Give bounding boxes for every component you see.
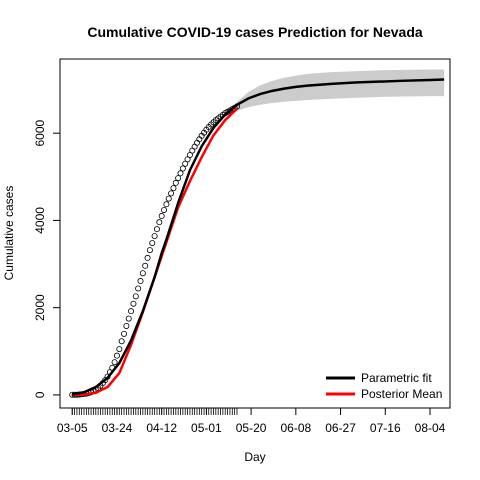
observed-point — [111, 359, 118, 366]
x-axis-label: Day — [244, 450, 265, 464]
observed-point — [165, 195, 172, 202]
observed-point — [125, 315, 132, 322]
observed-point — [177, 170, 184, 177]
chart-title: Cumulative COVID-19 cases Prediction for… — [87, 24, 423, 40]
observed-point — [170, 185, 177, 192]
series-line-posterior-mean — [72, 107, 238, 397]
observed-point — [113, 352, 120, 359]
x-tick-label: 08-04 — [415, 421, 446, 435]
x-tick-label: 03-24 — [102, 421, 133, 435]
observed-point — [189, 147, 196, 154]
observed-point — [168, 190, 175, 197]
observed-point — [135, 285, 142, 292]
observed-point — [156, 219, 163, 226]
y-tick-label: 2000 — [33, 294, 47, 321]
observed-point — [144, 254, 151, 261]
x-tick-label: 04-12 — [146, 421, 177, 435]
y-axis-label: Cumulative cases — [2, 186, 16, 281]
observed-point — [116, 346, 123, 353]
observed-point — [128, 308, 135, 315]
x-tick-label: 05-20 — [236, 421, 267, 435]
observed-point — [123, 322, 130, 329]
plot-frame — [59, 58, 451, 409]
observed-point — [191, 143, 198, 150]
x-tick-label: 03-05 — [57, 421, 88, 435]
legend-label: Posterior Mean — [361, 387, 442, 401]
x-tick-label: 06-08 — [280, 421, 311, 435]
observed-point — [139, 270, 146, 277]
observed-point — [149, 240, 156, 247]
y-tick-label: 0 — [33, 391, 47, 398]
x-tick-label: 07-16 — [370, 421, 401, 435]
observed-point — [163, 201, 170, 208]
observed-point — [137, 278, 144, 285]
legend-label: Parametric fit — [361, 371, 432, 385]
observed-point — [153, 226, 160, 233]
observed-point — [161, 206, 168, 213]
legend: Parametric fit Posterior Mean — [326, 371, 442, 401]
series-line-parametric-fit — [72, 78, 445, 396]
plot-area — [69, 69, 445, 398]
observed-point — [132, 293, 139, 300]
observed-point — [146, 247, 153, 254]
observed-point — [121, 330, 128, 337]
observed-points — [69, 103, 240, 398]
observed-point — [175, 175, 182, 182]
observed-point — [130, 300, 137, 307]
x-tick-label: 06-27 — [325, 421, 356, 435]
observed-point — [158, 213, 165, 220]
y-tick-label: 6000 — [33, 119, 47, 146]
observed-point — [142, 262, 149, 269]
observed-point — [172, 179, 179, 186]
x-tick-label: 05-01 — [191, 421, 222, 435]
observed-point — [118, 338, 125, 345]
observed-point — [179, 165, 186, 172]
axes: 03-05 03-24 04-12 05-01 05-20 06-08 06-27 07-16… — [33, 119, 446, 435]
y-tick-label: 4000 — [33, 207, 47, 234]
observed-point — [151, 233, 158, 240]
